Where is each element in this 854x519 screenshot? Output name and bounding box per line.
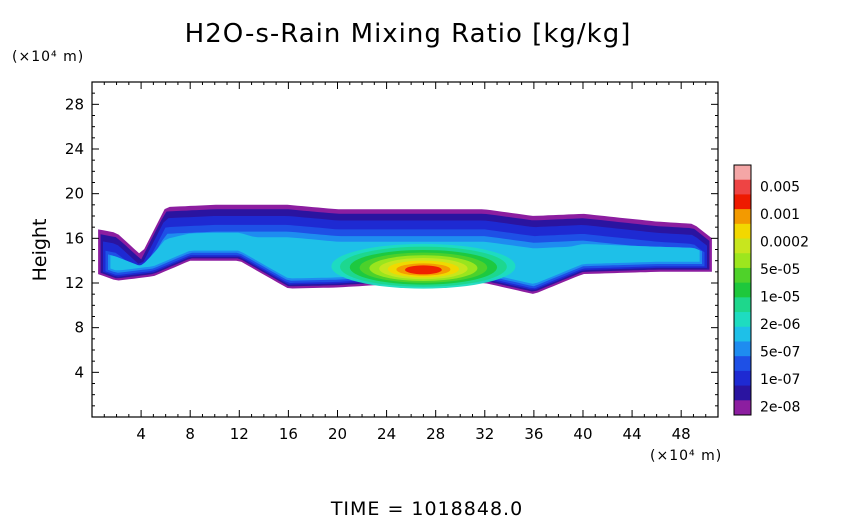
y-tick-label: 28 [65, 95, 84, 113]
colorbar-swatch [734, 282, 751, 298]
x-tick-label: 40 [573, 425, 592, 443]
x-tick-label: 32 [475, 425, 494, 443]
colorbar-label: 1e-07 [760, 372, 800, 388]
colorbar-swatch [734, 267, 751, 284]
y-axis-ticks: 4 8 12 16 20 24 28 [65, 92, 718, 407]
y-axis-unit-label: (×10⁴ m) [12, 49, 84, 65]
x-tick-label: 20 [328, 425, 347, 443]
colorbar-swatch [734, 165, 751, 181]
colorbar-label: 5e-07 [760, 344, 800, 360]
colorbar-swatch [734, 223, 751, 240]
colorbar-label: 0.005 [760, 179, 800, 195]
x-axis-ticks: 4 8 12 16 20 24 28 32 36 40 44 48 [103, 82, 707, 443]
colorbar-label: 0.001 [760, 207, 800, 223]
colorbar-swatch [734, 238, 751, 254]
colorbar-swatch [734, 326, 751, 342]
mixing-ratio-field [98, 204, 712, 294]
x-tick-label: 16 [279, 425, 298, 443]
colorbar-swatch [734, 312, 751, 328]
colorbar: 0.005 0.001 0.0002 5e-05 1e-05 2e-06 5e-07 1e-0… [733, 164, 809, 416]
time-label: TIME = 1018848.0 [330, 498, 523, 519]
chart-title: H2O-s-Rain Mixing Ratio [kg/kg] [185, 19, 632, 49]
colorbar-swatch [734, 194, 751, 210]
x-tick-label: 36 [524, 425, 543, 443]
colorbar-frame [733, 164, 752, 416]
y-tick-label: 16 [65, 229, 84, 247]
x-tick-label: 12 [230, 425, 249, 443]
colorbar-swatch [734, 209, 751, 225]
colorbar-label: 5e-05 [760, 262, 800, 278]
colorbar-label: 2e-08 [760, 399, 800, 415]
colorbar-swatch [734, 400, 751, 416]
x-tick-label: 28 [426, 425, 445, 443]
x-axis-unit-label: (×10⁴ m) [650, 448, 722, 464]
colorbar-swatch [734, 341, 751, 357]
x-tick-label: 48 [672, 425, 691, 443]
colorbar-swatch [734, 179, 751, 195]
y-axis-label: Height [29, 219, 51, 282]
x-tick-label: 8 [185, 425, 195, 443]
colorbar-label: 0.0002 [760, 234, 809, 250]
x-tick-label: 44 [623, 425, 642, 443]
colorbar-swatch [734, 385, 751, 401]
y-tick-label: 4 [74, 363, 84, 381]
colorbar-swatch [734, 370, 751, 387]
colorbar-swatch [734, 253, 751, 269]
colorbar-swatch [734, 297, 751, 313]
y-tick-label: 8 [74, 319, 84, 337]
y-tick-label: 24 [65, 140, 84, 158]
rain-core-band [405, 265, 442, 275]
colorbar-label: 1e-05 [760, 289, 800, 305]
colorbar-label: 2e-06 [760, 317, 800, 333]
x-tick-label: 24 [377, 425, 396, 443]
y-tick-label: 12 [65, 274, 84, 292]
y-tick-label: 20 [65, 185, 84, 203]
colorbar-swatch [734, 356, 751, 372]
x-tick-label: 4 [136, 425, 146, 443]
